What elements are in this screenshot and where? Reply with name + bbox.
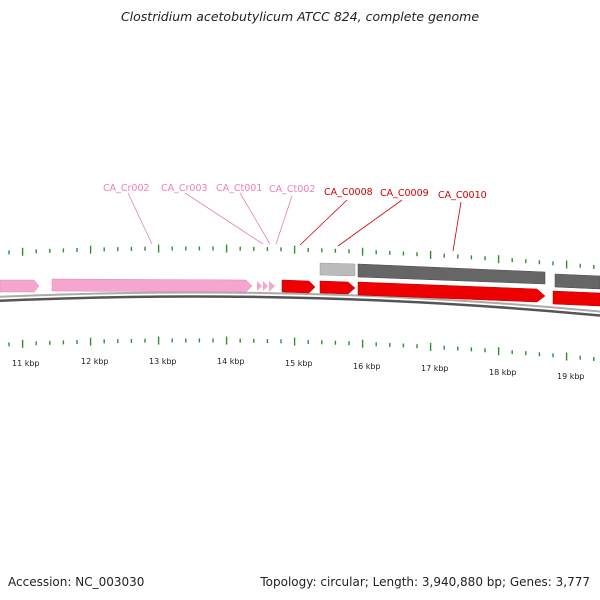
leader-line [299, 199, 348, 246]
backbone-outer [0, 291, 600, 313]
gene-label[interactable]: CA_C0009 [380, 188, 429, 199]
gene-label[interactable]: CA_Ct002 [269, 184, 315, 195]
leader-line [127, 192, 153, 245]
label-leaders [127, 192, 462, 252]
genome-title: Clostridium acetobutylicum ATCC 824, com… [120, 9, 480, 24]
gene-protein-feature[interactable] [357, 281, 546, 303]
scale-label: 18 kbp [489, 368, 517, 377]
gene-rna-feature[interactable] [263, 281, 268, 291]
gene-label[interactable]: CA_Cr002 [103, 183, 150, 194]
gene-label[interactable]: CA_C0008 [324, 187, 373, 198]
leader-line [337, 199, 403, 247]
gene-rna-feature[interactable] [0, 279, 40, 293]
scale-label: 12 kbp [81, 357, 109, 366]
scale-label: 11 kbp [12, 359, 40, 368]
gene-rna-feature[interactable] [51, 278, 253, 293]
gene-rna-feature[interactable] [257, 281, 262, 291]
scale-labels: 11 kbp 12 kbp 13 kbp 14 kbp 15 kbp 16 kb… [12, 357, 585, 381]
gene-protein-feature[interactable] [552, 290, 600, 307]
leader-line [184, 192, 264, 245]
leader-line [452, 201, 462, 252]
scale-label: 14 kbp [217, 357, 245, 366]
cds-light-feature[interactable] [319, 262, 356, 277]
backbone-inner [0, 295, 600, 317]
cds-dark-feature[interactable] [357, 263, 546, 285]
scale-label: 13 kbp [149, 357, 177, 366]
leader-line [275, 195, 293, 245]
gene-label[interactable]: CA_Ct001 [216, 183, 262, 194]
gene-protein-feature[interactable] [319, 280, 356, 295]
scale-label: 19 kbp [557, 372, 585, 381]
scale-label: 16 kbp [353, 362, 381, 371]
gene-protein-feature[interactable] [281, 279, 316, 294]
accession-text: Accession: NC_003030 [8, 575, 145, 589]
scale-label: 17 kbp [421, 364, 449, 373]
gene-label[interactable]: CA_C0010 [438, 190, 487, 201]
gene-label[interactable]: CA_Cr003 [161, 183, 208, 194]
genome-summary-text: Topology: circular; Length: 3,940,880 bp… [260, 575, 590, 589]
outer-ticks [8, 244, 595, 269]
cds-dark-feature[interactable] [554, 273, 600, 290]
gene-track [0, 262, 600, 307]
gene-rna-feature[interactable] [269, 281, 275, 292]
inner-ticks [8, 336, 595, 361]
gene-labels: CA_Cr002 CA_Cr003 CA_Ct001 CA_Ct002 CA_C… [103, 183, 487, 201]
scale-label: 15 kbp [285, 359, 313, 368]
leader-line [239, 192, 271, 245]
